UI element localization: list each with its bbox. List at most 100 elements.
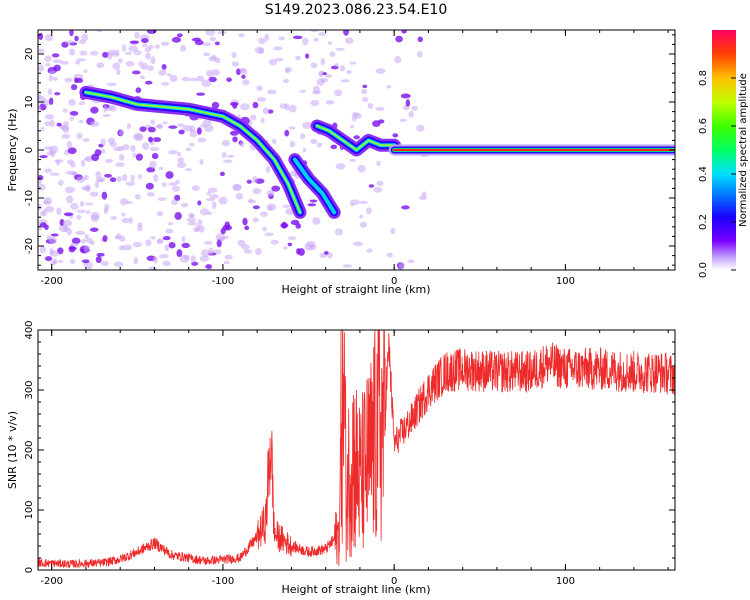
heatmap-speckle — [206, 211, 213, 216]
colorbar-tick-label: 0.2 — [698, 214, 709, 230]
heatmap-speckle — [287, 236, 297, 241]
heatmap-speckle — [239, 103, 250, 111]
heatmap-speckle — [148, 45, 154, 49]
heatmap-speckle — [199, 158, 204, 165]
heatmap-speckle — [116, 69, 121, 76]
heatmap-speckle — [114, 235, 121, 240]
heatmap-ytick-label: -10 — [24, 190, 35, 206]
heatmap-speckle — [290, 219, 300, 226]
heatmap-speckle — [324, 74, 333, 78]
heatmap-speckle — [97, 178, 104, 183]
heatmap-speckle — [269, 58, 278, 66]
heatmap-speckle — [176, 33, 183, 38]
heatmap-speckle — [271, 185, 281, 192]
heatmap-speckle — [76, 176, 86, 183]
heatmap-speckle — [280, 222, 289, 229]
heatmap-speckle — [39, 155, 48, 159]
heatmap-speckle — [405, 99, 411, 107]
heatmap-speckle — [284, 67, 289, 74]
heatmap-speckle — [353, 135, 360, 140]
heatmap-speckle — [158, 166, 164, 171]
heatmap-speckle — [132, 132, 143, 140]
heatmap-speckle — [230, 102, 239, 107]
heatmap-speckle — [262, 107, 270, 115]
heatmap-speckle — [262, 226, 267, 232]
heatmap-speckle — [353, 241, 363, 247]
heatmap-speckle — [117, 146, 125, 151]
heatmap-speckle — [365, 207, 372, 215]
heatmap-speckle — [161, 182, 168, 187]
heatmap-speckle — [89, 227, 99, 232]
heatmap-speckle — [49, 119, 55, 128]
heatmap-speckle — [179, 254, 190, 263]
heatmap-speckle — [171, 36, 182, 43]
heatmap-speckle — [350, 124, 355, 129]
heatmap-speckle — [121, 217, 130, 224]
heatmap-speckle — [161, 81, 170, 86]
heatmap-speckle — [266, 203, 277, 211]
heatmap-speckle — [122, 174, 128, 182]
snr-ytick-label: 0 — [24, 567, 35, 573]
heatmap-speckle — [203, 42, 212, 47]
heatmap-speckle — [47, 88, 53, 96]
heatmap-speckle — [121, 44, 127, 52]
heatmap-speckle — [333, 89, 343, 97]
heatmap-speckle — [249, 114, 257, 121]
heatmap-speckle — [305, 53, 310, 59]
heatmap-speckle — [200, 123, 207, 128]
heatmap-speckle — [169, 74, 178, 83]
heatmap-speckle — [418, 195, 427, 201]
heatmap-speckle — [133, 256, 139, 265]
heatmap-speckle — [40, 222, 47, 228]
heatmap-speckle — [54, 159, 64, 163]
heatmap-speckle — [150, 236, 156, 240]
heatmap-speckle — [312, 85, 321, 94]
heatmap-speckle — [327, 252, 333, 259]
heatmap-speckle — [70, 202, 79, 210]
heatmap-speckle — [307, 203, 317, 207]
heatmap-speckle — [252, 205, 260, 210]
heatmap-speckle — [90, 106, 99, 114]
heatmap-speckle — [96, 30, 103, 33]
heatmap-speckle — [86, 237, 93, 243]
heatmap-speckle — [156, 238, 164, 244]
heatmap-speckle — [239, 68, 246, 72]
heatmap-speckle — [221, 152, 227, 158]
heatmap-speckle — [45, 62, 51, 67]
heatmap-speckle — [252, 175, 258, 184]
heatmap-speckle — [152, 256, 158, 264]
heatmap-speckle — [137, 174, 142, 180]
heatmap-speckle — [153, 174, 159, 183]
heatmap-speckle — [199, 255, 210, 262]
heatmap-speckle — [330, 144, 338, 150]
heatmap-speckle — [81, 185, 91, 191]
colorbar-gradient — [712, 30, 736, 270]
snr-marks — [38, 330, 675, 569]
heatmap-speckle — [145, 52, 151, 60]
heatmap-speckle — [244, 225, 250, 231]
heatmap-speckle — [390, 227, 396, 235]
heatmap-speckle — [126, 123, 132, 130]
heatmap-speckle — [70, 84, 78, 91]
heatmap-speckle — [226, 77, 232, 82]
heatmap-speckle — [67, 147, 77, 155]
heatmap-speckle — [85, 210, 91, 214]
heatmap-speckle — [52, 76, 58, 81]
heatmap-speckle — [66, 195, 74, 204]
heatmap-speckle — [48, 74, 53, 82]
heatmap-speckle — [171, 185, 181, 192]
heatmap-speckle — [219, 236, 225, 242]
heatmap-speckle — [139, 126, 147, 133]
heatmap-speckle — [54, 92, 61, 96]
heatmap-speckle — [95, 171, 102, 179]
heatmap-speckle — [188, 212, 194, 218]
heatmap-speckle — [289, 140, 296, 148]
heatmap-speckle — [49, 172, 60, 176]
heatmap-speckle — [44, 256, 53, 262]
heatmap-speckle — [80, 159, 86, 167]
heatmap-speckle — [50, 149, 56, 158]
heatmap-speckle — [177, 157, 184, 163]
heatmap-speckle — [135, 87, 142, 94]
heatmap-speckle — [177, 151, 182, 157]
